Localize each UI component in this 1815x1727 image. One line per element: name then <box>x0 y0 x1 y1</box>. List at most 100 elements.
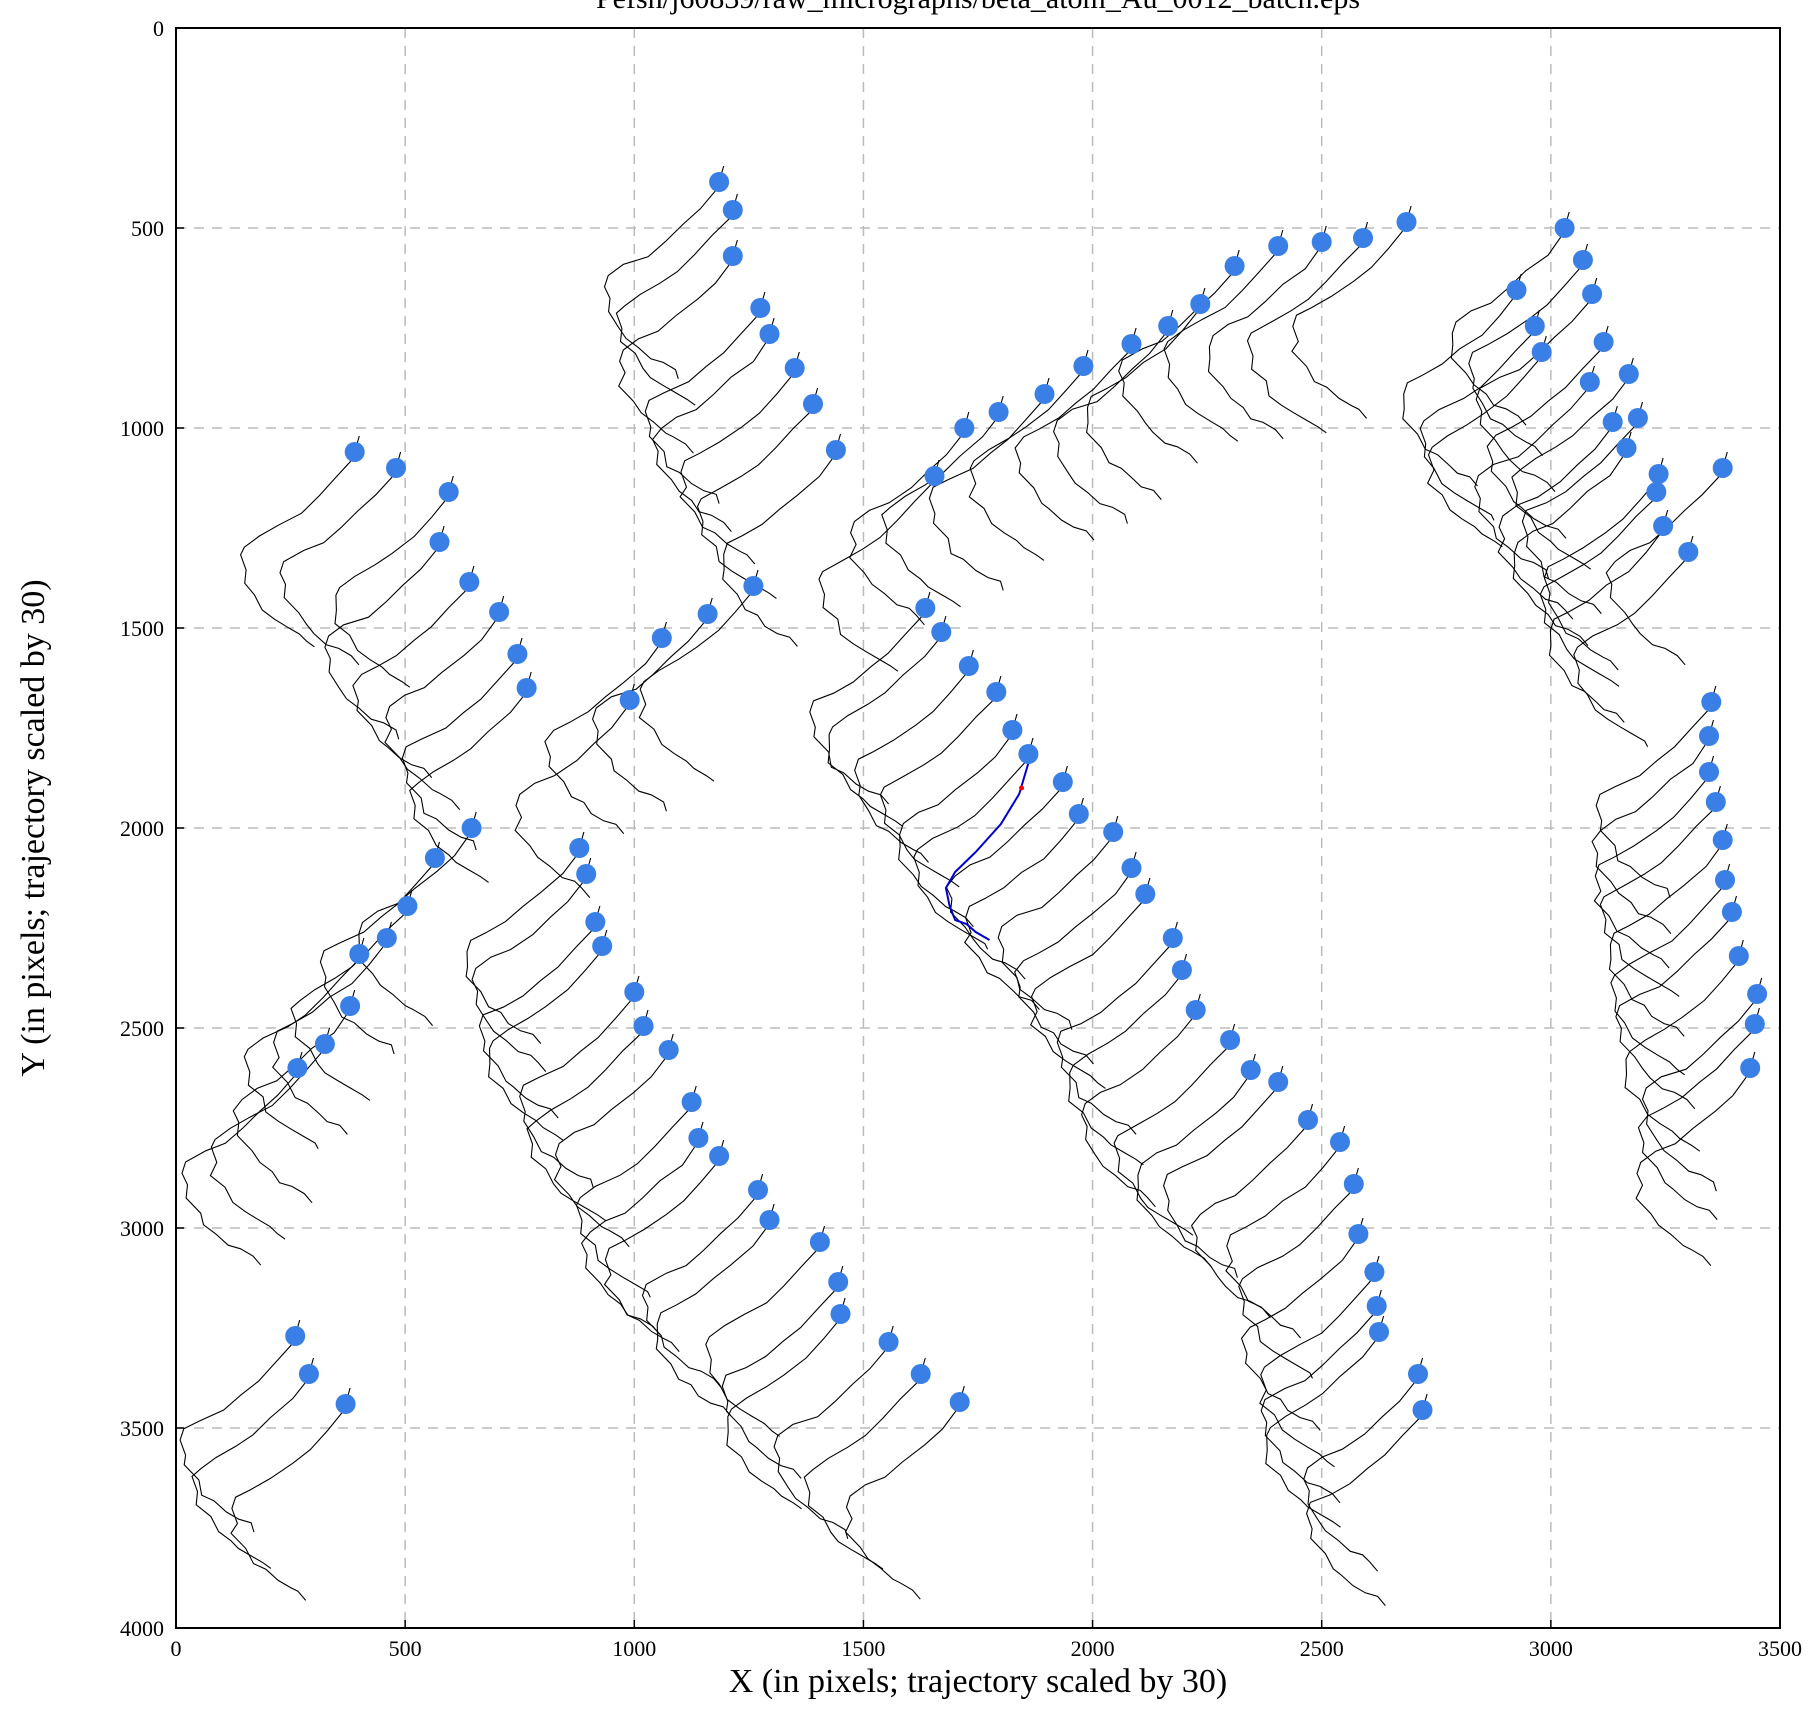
trajectory-line <box>1521 401 1644 614</box>
particle-marker <box>633 1016 654 1036</box>
trajectory-line <box>1207 225 1327 440</box>
trajectory-line <box>1265 1315 1385 1528</box>
y-tick-label: 2000 <box>120 816 164 841</box>
particle-marker <box>1018 744 1039 764</box>
particle-marker <box>298 1364 319 1384</box>
particle-marker <box>1343 1174 1364 1194</box>
trajectory-line <box>519 975 640 1189</box>
particle-marker <box>1158 316 1179 336</box>
trajectory-line <box>319 841 441 1055</box>
trajectory-line <box>334 475 454 688</box>
trajectory-line <box>1163 229 1284 442</box>
particle-marker <box>1068 804 1089 824</box>
particle-marker <box>569 838 590 858</box>
particle-marker <box>1728 946 1749 966</box>
y-tick-label: 3000 <box>120 1216 164 1241</box>
particle-marker <box>803 394 823 414</box>
particle-marker <box>1582 284 1603 304</box>
y-tick-label: 2500 <box>120 1016 164 1041</box>
trajectories <box>179 165 1763 1606</box>
particle-marker <box>1616 438 1637 458</box>
particle-marker <box>1715 870 1735 890</box>
particle-marker <box>1712 458 1733 478</box>
particle-marker <box>1712 830 1733 850</box>
trajectory-line <box>1291 205 1412 419</box>
trajectory-line <box>1605 451 1728 666</box>
particle-marker <box>1103 822 1124 842</box>
particle-marker <box>576 864 597 884</box>
particle-marker <box>516 678 537 698</box>
particle-marker <box>438 482 459 502</box>
trajectory-line <box>1259 1255 1380 1468</box>
particle-marker <box>915 598 936 618</box>
trajectory-line <box>722 433 842 647</box>
trajectory-line <box>1086 287 1206 500</box>
particle-marker <box>954 418 975 438</box>
particle-marker <box>1311 232 1332 252</box>
trajectory-line <box>465 831 585 1044</box>
trajectory-line <box>849 411 970 626</box>
particle-marker <box>949 1392 970 1412</box>
particle-marker <box>1627 408 1648 428</box>
particle-marker <box>1648 464 1669 484</box>
particle-marker <box>1052 772 1073 792</box>
particle-marker <box>784 358 805 378</box>
trajectory-line <box>1599 785 1721 997</box>
particle-marker <box>1412 1400 1433 1420</box>
particle-marker <box>585 912 606 932</box>
particle-marker <box>1220 1030 1241 1050</box>
particle-marker <box>709 1146 730 1166</box>
particle-marker <box>809 1232 830 1252</box>
particle-marker <box>1268 236 1289 256</box>
trajectory-line <box>478 905 601 1119</box>
particle-marker <box>1572 250 1593 270</box>
particle-marker <box>287 1058 308 1078</box>
trajectory-line <box>1475 277 1598 492</box>
particle-marker <box>1747 984 1768 1004</box>
particle-marker <box>624 982 645 1002</box>
trajectory-line <box>854 649 974 863</box>
trajectory-line <box>488 929 608 1141</box>
y-axis-label: Y (in pixels; trajectory scaled by 30) <box>15 579 52 1076</box>
particle-marker <box>461 818 482 838</box>
trajectory-line <box>1615 895 1738 1110</box>
y-tick-label: 3500 <box>120 1416 164 1441</box>
trajectory-line <box>1641 977 1763 1192</box>
trajectory-line <box>544 621 667 834</box>
particle-marker <box>825 440 846 460</box>
trajectory-line <box>1014 851 1137 1065</box>
particle-marker <box>397 896 418 916</box>
trajectory-line <box>553 1033 674 1248</box>
particle-marker <box>340 996 361 1016</box>
trajectory-line <box>898 713 1018 928</box>
trajectory-line <box>968 349 1089 561</box>
particle-marker <box>688 1128 709 1148</box>
particle-marker <box>1364 1262 1385 1282</box>
particle-marker <box>986 682 1007 702</box>
trajectory-line <box>592 597 713 812</box>
trajectory-line <box>651 317 775 532</box>
particle-marker <box>910 1364 931 1384</box>
trajectory-line <box>773 1325 894 1539</box>
particle-marker <box>1408 1364 1428 1384</box>
particle-marker <box>507 644 528 664</box>
particle-marker <box>376 928 397 948</box>
trajectory-line <box>827 615 947 827</box>
particle-marker <box>1190 294 1211 314</box>
particle-marker <box>759 324 780 344</box>
particle-marker <box>1121 334 1142 354</box>
particle-marker <box>722 200 743 220</box>
particle-marker <box>750 298 771 318</box>
particle-marker <box>1699 762 1719 782</box>
trajectory-line <box>230 1387 351 1601</box>
trajectory-line <box>641 1173 764 1388</box>
particle-marker <box>344 442 365 462</box>
grid-lines <box>176 28 1780 1628</box>
particle-marker <box>1646 482 1667 502</box>
particle-marker <box>759 1210 780 1230</box>
particle-marker <box>651 628 672 648</box>
highlight-start-point <box>1019 785 1025 791</box>
particle-marker <box>489 602 510 622</box>
trajectory-line <box>181 1051 303 1266</box>
trajectory-line <box>1468 243 1589 456</box>
